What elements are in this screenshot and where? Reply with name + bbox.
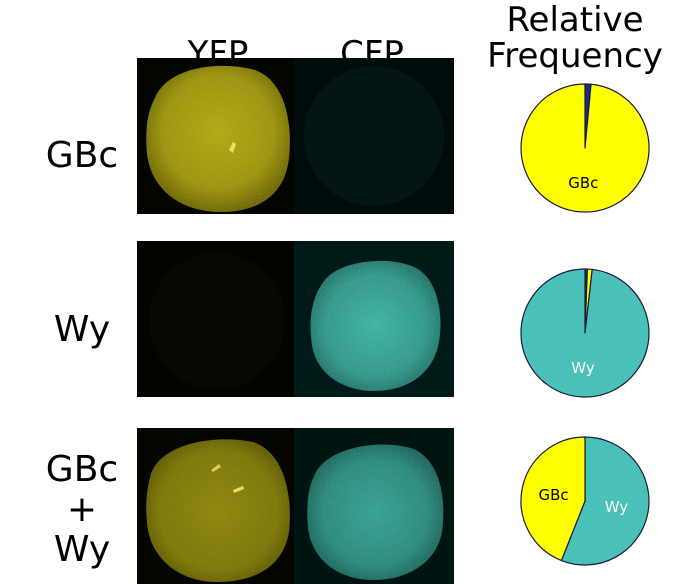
micrograph-gbc-yfp (137, 58, 297, 214)
row-label-line: + (66, 489, 98, 530)
row-label-line: GBc (45, 135, 119, 176)
pie-slice-gbc (520, 436, 586, 562)
pie-slice-wy (520, 268, 650, 398)
micrograph-gbc-cfp (294, 58, 454, 214)
pie-label-wy: Wy (571, 359, 595, 377)
micrograph-wy-yfp (137, 241, 297, 397)
row-label-gbc-plus-wy: GBc + Wy (22, 450, 142, 570)
column-header-relative-frequency-line2: Frequency (487, 36, 663, 76)
pie-label-gbc: GBc (538, 486, 568, 504)
micrograph-mix-cfp (294, 428, 454, 584)
micrograph-wy-cfp (294, 241, 454, 397)
column-header-relative-frequency-line1: Relative (506, 0, 644, 40)
pie-label-gbc: GBc (568, 174, 598, 192)
row-label-line: GBc (45, 449, 119, 490)
row-label-line: Wy (53, 309, 111, 350)
pie-slice-gbc (520, 83, 650, 213)
pie-label-wy: Wy (605, 498, 629, 516)
row-label-wy: Wy (22, 310, 142, 350)
pie-chart-gbc: GBc (520, 83, 650, 213)
pie-chart-wy: Wy (520, 268, 650, 398)
micrograph-mix-yfp (137, 428, 297, 584)
pie-chart-gbc-plus-wy: Wy GBc (520, 436, 650, 566)
row-label-line: Wy (53, 529, 111, 570)
pie-slice-wy (560, 436, 650, 566)
row-label-gbc: GBc (22, 136, 142, 176)
